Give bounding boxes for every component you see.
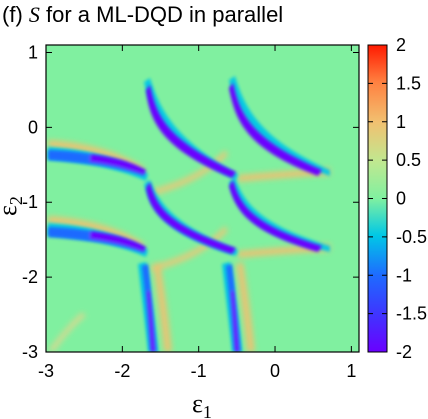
x-tick-label: 0 <box>270 361 280 381</box>
colorbar-tick-label: 0.5 <box>396 150 421 170</box>
ridge-col-left <box>153 262 172 352</box>
colorbar-tick-label: 2 <box>396 35 406 55</box>
x-tick-label: -3 <box>38 361 54 381</box>
colorbar-tick-label: -0.5 <box>396 227 427 247</box>
ridge-col-right <box>236 262 255 352</box>
colorbar-tick-label: 1 <box>396 112 406 132</box>
chart-title: (f) S for a ML-DQD in parallel <box>2 2 283 27</box>
colorbar-tick-label: -1 <box>396 265 412 285</box>
x-tick-label: 1 <box>346 361 356 381</box>
y-tick-label: 0 <box>28 117 38 137</box>
colorbar-tick-label: -2 <box>396 342 412 362</box>
x-tick-label: -1 <box>191 361 207 381</box>
heatmap <box>46 45 359 352</box>
colorbar-tick-label: 0 <box>396 189 406 209</box>
colorbar-tick-label: 1.5 <box>396 73 421 93</box>
y-tick-label: -1 <box>22 192 38 212</box>
y-tick-label: -3 <box>22 342 38 362</box>
colorbar: 2 1.5 1 0.5 0 -0.5 -1 -1.5 -2 <box>367 35 427 362</box>
x-axis-title: ε1 <box>192 389 212 419</box>
ridge-lower-left <box>48 216 145 248</box>
y-axis: 1 0 -1 -2 -3 <box>22 42 359 362</box>
x-axis: -3 -2 -1 0 1 <box>38 45 356 381</box>
ridge-mid-lower <box>150 226 228 272</box>
x-tick-label: -2 <box>114 361 130 381</box>
y-tick-label: 1 <box>28 42 38 62</box>
y-tick-label: -2 <box>22 267 38 287</box>
ridge-mid-upper <box>150 150 228 196</box>
ridge-corner <box>48 312 86 352</box>
colorbar-tick-label: -1.5 <box>396 304 427 324</box>
y-axis-title: ε2 <box>0 196 26 216</box>
colorbar-ticks: 2 1.5 1 0.5 0 -0.5 -1 -1.5 -2 <box>368 35 427 362</box>
ridge-upper-left <box>48 140 145 172</box>
plot-frame <box>45 44 360 353</box>
heatmap-background <box>46 45 359 352</box>
